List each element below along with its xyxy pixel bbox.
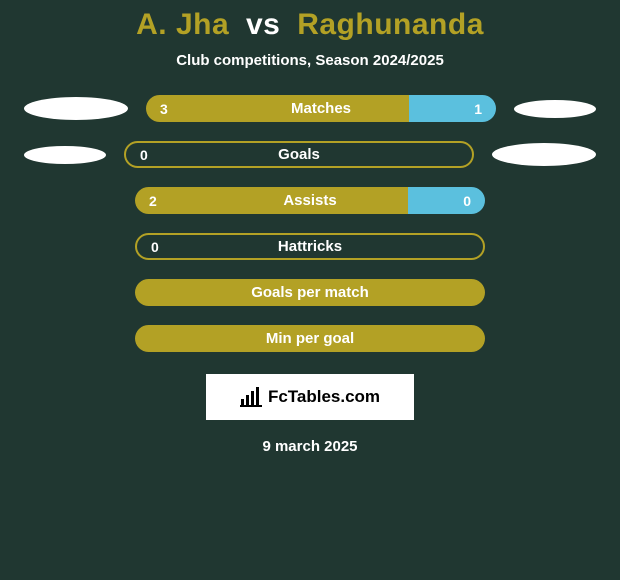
stat-label: Min per goal: [266, 330, 354, 347]
player2-oval: [492, 143, 596, 166]
player1-oval: [24, 97, 128, 120]
stat-right-value: 1: [474, 101, 482, 117]
page-title: A. Jha vs Raghunanda: [136, 8, 484, 42]
stat-label: Goals: [278, 146, 320, 163]
stat-bar: 0 Goals: [124, 141, 474, 168]
stat-left-value: 3: [160, 101, 168, 117]
snapshot-date: 9 march 2025: [262, 438, 357, 455]
stat-row: 0 Hattricks: [0, 233, 620, 260]
stat-bar: 0 Hattricks: [135, 233, 485, 260]
stat-right-value: 0: [463, 193, 471, 209]
comparison-infographic: A. Jha vs Raghunanda Club competitions, …: [0, 0, 620, 580]
stat-label: Assists: [283, 192, 336, 209]
stat-row: Goals per match: [0, 279, 620, 306]
source-logo: FcTables.com: [206, 374, 414, 420]
stat-bar: Min per goal: [135, 325, 485, 352]
player1-oval: [24, 146, 106, 164]
stat-row: 2 0 Assists: [0, 187, 620, 214]
bar-right-segment: [408, 187, 485, 214]
stat-left-value: 0: [151, 239, 159, 255]
stat-label: Matches: [291, 100, 351, 117]
stat-left-value: 0: [140, 147, 148, 163]
subtitle: Club competitions, Season 2024/2025: [176, 52, 444, 69]
stat-left-value: 2: [149, 193, 157, 209]
player2-oval: [514, 100, 596, 118]
stat-row: 0 Goals: [0, 141, 620, 168]
player2-name: Raghunanda: [297, 8, 484, 41]
stat-bar: 2 0 Assists: [135, 187, 485, 214]
stat-bar: Goals per match: [135, 279, 485, 306]
bar-chart-icon: [240, 387, 262, 407]
stat-label: Goals per match: [251, 284, 369, 301]
logo-text: FcTables.com: [268, 387, 380, 407]
stats-rows: 3 1 Matches 0 Goals 2 0 Assists 0 Hattricks Goals …: [0, 95, 620, 352]
title-vs: vs: [246, 8, 280, 41]
bar-left-segment: [146, 95, 409, 122]
stat-row: Min per goal: [0, 325, 620, 352]
stat-row: 3 1 Matches: [0, 95, 620, 122]
bar-right-segment: [409, 95, 497, 122]
stat-label: Hattricks: [278, 238, 342, 255]
player1-name: A. Jha: [136, 8, 229, 41]
bar-left-segment: [135, 187, 408, 214]
stat-bar: 3 1 Matches: [146, 95, 496, 122]
